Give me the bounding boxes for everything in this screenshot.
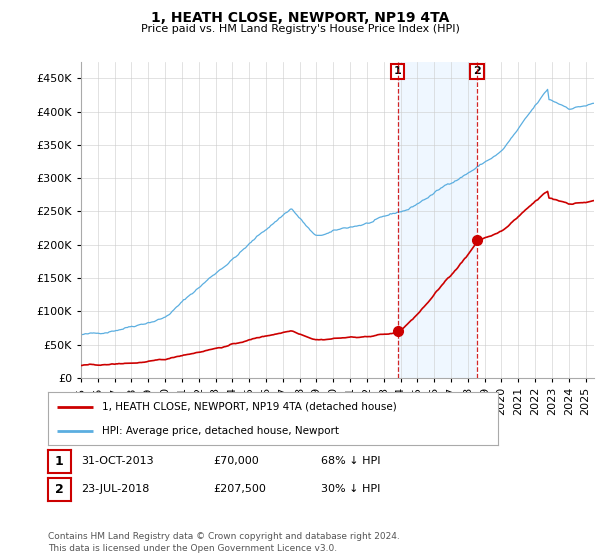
Text: 23-JUL-2018: 23-JUL-2018 xyxy=(81,484,149,494)
Text: Price paid vs. HM Land Registry's House Price Index (HPI): Price paid vs. HM Land Registry's House … xyxy=(140,24,460,34)
Text: 2: 2 xyxy=(473,66,481,76)
Text: £70,000: £70,000 xyxy=(213,456,259,466)
Bar xyxy=(398,62,477,378)
Text: 2: 2 xyxy=(55,483,64,496)
Text: 68% ↓ HPI: 68% ↓ HPI xyxy=(321,456,380,466)
Text: 31-OCT-2013: 31-OCT-2013 xyxy=(81,456,154,466)
Text: 1, HEATH CLOSE, NEWPORT, NP19 4TA (detached house): 1, HEATH CLOSE, NEWPORT, NP19 4TA (detac… xyxy=(102,402,397,412)
Text: 1: 1 xyxy=(394,66,401,76)
Text: Contains HM Land Registry data © Crown copyright and database right 2024.
This d: Contains HM Land Registry data © Crown c… xyxy=(48,533,400,553)
Text: 30% ↓ HPI: 30% ↓ HPI xyxy=(321,484,380,494)
Text: 1: 1 xyxy=(55,455,64,468)
Text: £207,500: £207,500 xyxy=(213,484,266,494)
Text: 1, HEATH CLOSE, NEWPORT, NP19 4TA: 1, HEATH CLOSE, NEWPORT, NP19 4TA xyxy=(151,11,449,25)
Text: HPI: Average price, detached house, Newport: HPI: Average price, detached house, Newp… xyxy=(102,426,339,436)
